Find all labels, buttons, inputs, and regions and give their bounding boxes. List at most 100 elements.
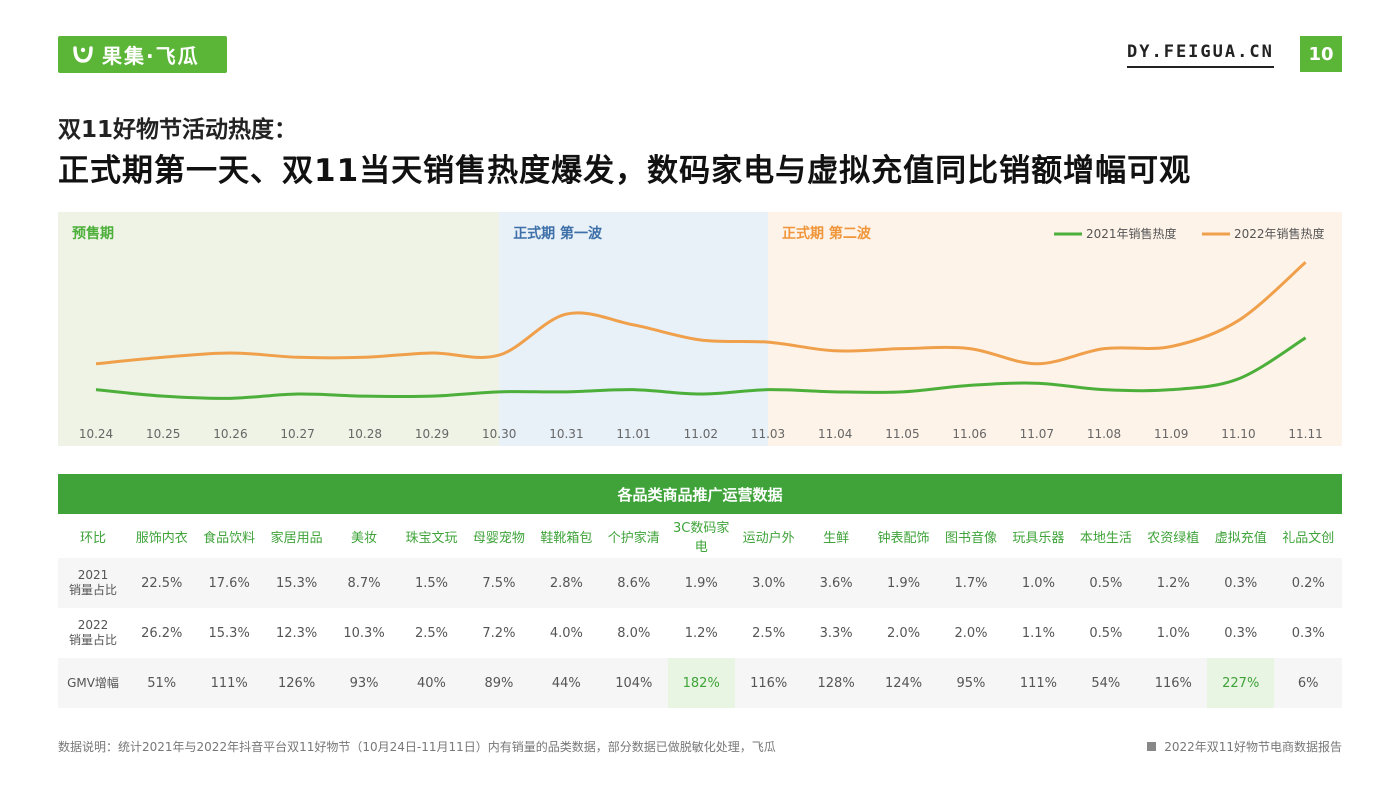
x-tick-label: 10.25 <box>146 427 180 441</box>
phase-label: 正式期 第二波 <box>782 225 872 242</box>
row-label: 2022 销量占比 <box>58 608 128 658</box>
x-tick-label: 11.05 <box>885 427 919 441</box>
table-row: 2021 销量占比 22.5% 17.6% 15.3% 8.7% 1.5% 7.5% 2.8% 8… <box>58 558 1342 608</box>
table-cell: 54% <box>1072 658 1140 708</box>
table-cell: 0.3% <box>1274 608 1342 658</box>
table-cell: 0.5% <box>1072 608 1140 658</box>
x-tick-label: 10.29 <box>415 427 449 441</box>
x-tick-label: 10.27 <box>280 427 314 441</box>
table-cell: 1.2% <box>1139 558 1207 608</box>
category-header: 钟表配饰 <box>869 514 938 558</box>
table-cell: 1.7% <box>937 558 1005 608</box>
table-cell: 111% <box>195 658 263 708</box>
series-line <box>95 261 1307 366</box>
table-cell: 22.5% <box>128 558 196 608</box>
table-cell: 6% <box>1274 658 1342 708</box>
logo-text: 果集·飞瓜 <box>102 44 200 68</box>
phase-band <box>499 212 768 446</box>
phase-band <box>58 212 500 446</box>
table-cell: 3.6% <box>802 558 870 608</box>
x-tick-label: 11.09 <box>1154 427 1188 441</box>
category-data-table: 各品类商品推广运营数据 环比 服饰内衣 食品饮料 家居用品 美妆 珠宝文玩 母婴宠物 鞋靴箱包… <box>58 474 1342 708</box>
x-tick-label: 11.07 <box>1020 427 1054 441</box>
table-cell: 2.0% <box>869 608 938 658</box>
square-icon <box>1147 742 1157 751</box>
table-cell: 2.5% <box>734 608 803 658</box>
logo-icon <box>73 45 93 63</box>
report-name: 2022年双11好物节电商数据报告 <box>1147 738 1342 755</box>
table-cell: 15.3% <box>262 558 331 608</box>
table-cell: 1.2% <box>667 608 735 658</box>
category-header: 3C数码家电 <box>667 514 735 558</box>
table-cell: 1.9% <box>667 558 735 608</box>
x-tick-label: 11.01 <box>616 427 650 441</box>
x-tick-label: 11.02 <box>684 427 718 441</box>
table-cell: 116% <box>1139 658 1207 708</box>
table-cell: 126% <box>262 658 331 708</box>
table-cell: 2.5% <box>397 608 466 658</box>
table-cell: 1.5% <box>397 558 466 608</box>
table-cell: 0.3% <box>1207 608 1275 658</box>
category-header: 礼品文创 <box>1274 514 1342 558</box>
table-cell: 8.0% <box>600 608 668 658</box>
table-cell: 7.2% <box>465 608 533 658</box>
legend-label: 2022年销售热度 <box>1234 226 1325 241</box>
phase-band <box>768 212 1342 446</box>
table-cell: 0.5% <box>1072 558 1140 608</box>
category-header: 服饰内衣 <box>128 514 196 558</box>
footnote: 数据说明：统计2021年与2022年抖音平台双11好物节（10月24日-11月1… <box>58 740 776 754</box>
page-number: 10 <box>1300 36 1342 72</box>
table-cell: 182% <box>667 658 735 708</box>
x-tick-label: 10.31 <box>549 427 583 441</box>
x-tick-label: 10.30 <box>482 427 516 441</box>
category-header: 运动户外 <box>734 514 803 558</box>
row-label: 2021 销量占比 <box>58 558 128 608</box>
table-cell: 0.3% <box>1207 558 1275 608</box>
series-line <box>95 336 1307 400</box>
table-cell: 95% <box>937 658 1005 708</box>
row-label: GMV增幅 <box>58 658 128 708</box>
brand-logo: 果集·飞瓜 <box>58 36 227 73</box>
x-tick-label: 11.04 <box>818 427 852 441</box>
category-header: 农资绿植 <box>1139 514 1207 558</box>
table-cell: 124% <box>869 658 938 708</box>
x-tick-label: 11.11 <box>1288 427 1322 441</box>
table-cell: 44% <box>532 658 601 708</box>
table-row: 2022 销量占比 26.2% 15.3% 12.3% 10.3% 2.5% 7.2% 4.0%… <box>58 608 1342 658</box>
table-cell: 227% <box>1207 658 1275 708</box>
table-cell: 2.0% <box>937 608 1005 658</box>
table-cell: 89% <box>465 658 533 708</box>
page-title: 正式期第一天、双11当天销售热度爆发，数码家电与虚拟充值同比销额增幅可观 <box>58 153 1192 189</box>
table-cell: 1.9% <box>869 558 938 608</box>
category-header: 个护家清 <box>600 514 668 558</box>
site-url: DY.FEIGUA.CN <box>1127 42 1274 68</box>
category-header: 本地生活 <box>1072 514 1140 558</box>
table-cell: 3.0% <box>734 558 803 608</box>
category-header: 鞋靴箱包 <box>532 514 601 558</box>
table-cell: 111% <box>1004 658 1073 708</box>
category-header: 食品饮料 <box>195 514 263 558</box>
table-cell: 116% <box>734 658 803 708</box>
report-name-text: 2022年双11好物节电商数据报告 <box>1164 740 1342 754</box>
table-cell: 51% <box>128 658 196 708</box>
x-tick-label: 10.28 <box>348 427 382 441</box>
table-cell: 104% <box>600 658 668 708</box>
table-cell: 7.5% <box>465 558 533 608</box>
table-row: GMV增幅 51% 111% 126% 93% 40% 89% 44% 104% 182% 116%… <box>58 658 1342 708</box>
table-cell: 17.6% <box>195 558 263 608</box>
category-header: 美妆 <box>330 514 398 558</box>
table-cell: 0.2% <box>1274 558 1342 608</box>
x-tick-label: 10.24 <box>79 427 113 441</box>
category-header: 玩具乐器 <box>1004 514 1073 558</box>
table-cell: 1.0% <box>1139 608 1207 658</box>
x-tick-label: 10.26 <box>213 427 247 441</box>
phase-label: 预售期 <box>72 225 114 242</box>
table-cell: 40% <box>397 658 466 708</box>
table-cell: 1.0% <box>1004 558 1073 608</box>
table-cell: 3.3% <box>802 608 870 658</box>
category-header: 图书音像 <box>937 514 1005 558</box>
category-header: 家居用品 <box>262 514 331 558</box>
category-header: 生鲜 <box>802 514 870 558</box>
table-title: 各品类商品推广运营数据 <box>58 474 1342 514</box>
table-cell: 1.1% <box>1004 608 1073 658</box>
